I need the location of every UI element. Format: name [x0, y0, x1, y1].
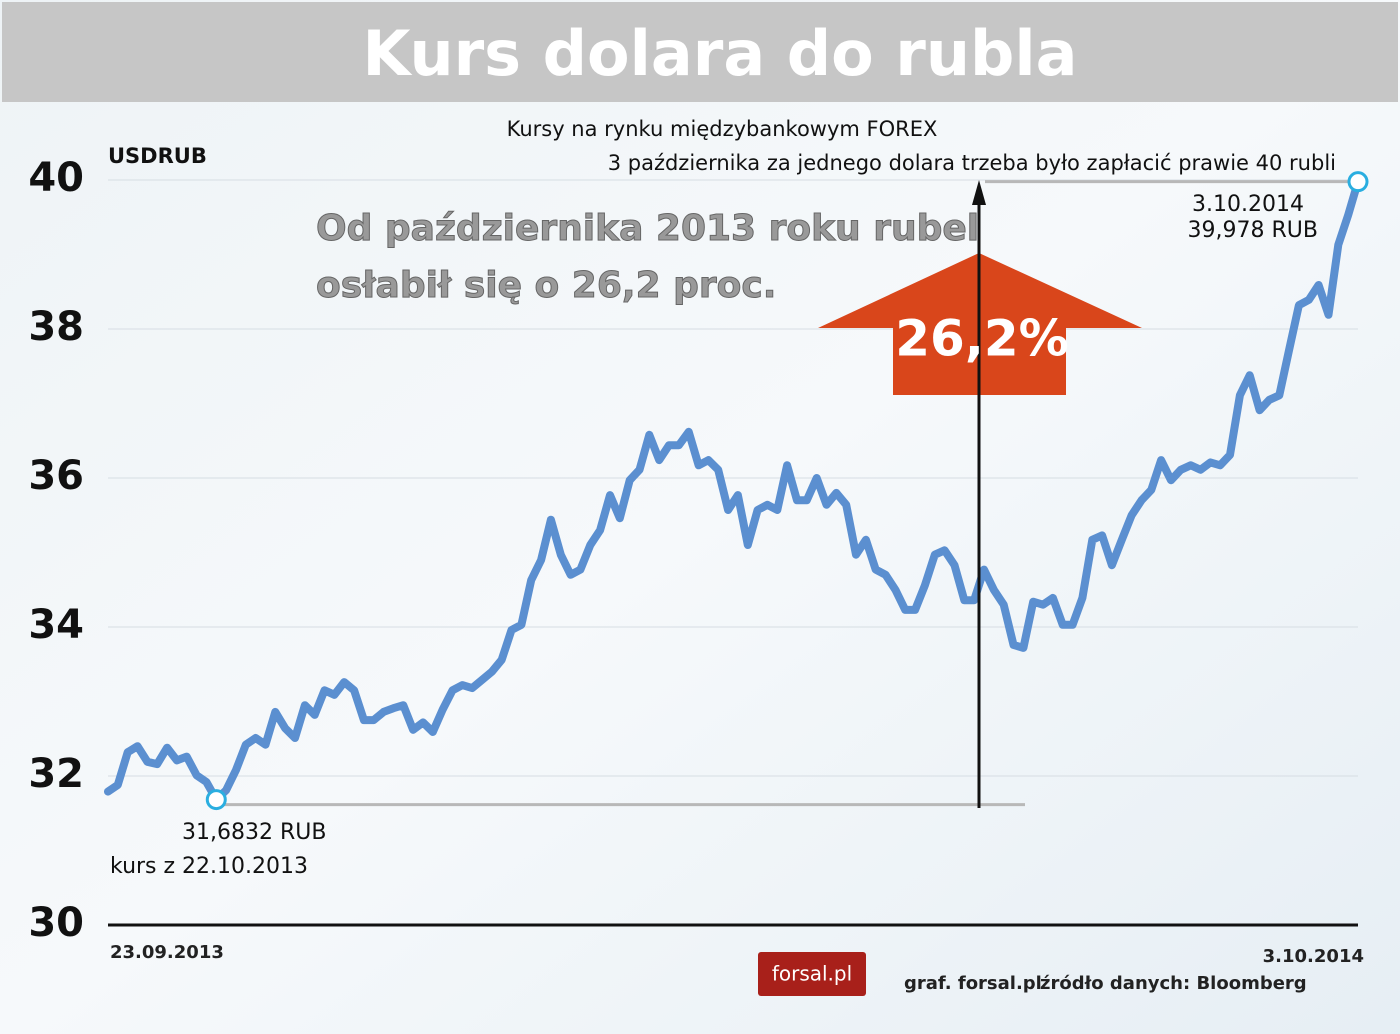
y-tick-label: 30: [28, 900, 84, 946]
arrow-label: 26,2%: [895, 310, 1068, 368]
headline: Od października 2013 roku rubel: [316, 208, 979, 249]
annotation: 31,6832 RUB: [182, 820, 326, 845]
annotation: 39,978 RUB: [1188, 218, 1318, 243]
source: źródło danych: Bloomberg: [1040, 973, 1307, 994]
annotation: kurs z 22.10.2013: [110, 854, 308, 879]
y-axis-label: USDRUB: [108, 144, 207, 168]
subtitle: 3 października za jednego dolara trzeba …: [608, 151, 1336, 175]
y-tick-label: 38: [28, 304, 84, 350]
series-line: [104, 177, 1362, 804]
title-bar: [2, 2, 1398, 102]
headline: osłabił się o 26,2 proc.: [316, 265, 776, 306]
x-tick-label: 3.10.2014: [1263, 946, 1364, 967]
point-marker: [1347, 171, 1369, 193]
subtitle: Kursy na rynku międzybankowym FOREX: [507, 117, 938, 141]
arrow-head: [972, 180, 986, 205]
credit: graf. forsal.pl: [904, 973, 1042, 994]
y-tick-label: 36: [28, 453, 84, 499]
point-marker: [205, 789, 227, 811]
y-tick-label: 32: [28, 751, 84, 797]
annotation: 3.10.2014: [1192, 192, 1304, 217]
logo-text: forsal.pl: [772, 962, 852, 986]
chart-title: Kurs dolara do rubla: [363, 17, 1078, 90]
x-tick-label: 23.09.2013: [110, 942, 224, 963]
y-tick-label: 40: [28, 155, 84, 201]
y-tick-label: 34: [28, 602, 84, 648]
logo: [758, 952, 866, 996]
